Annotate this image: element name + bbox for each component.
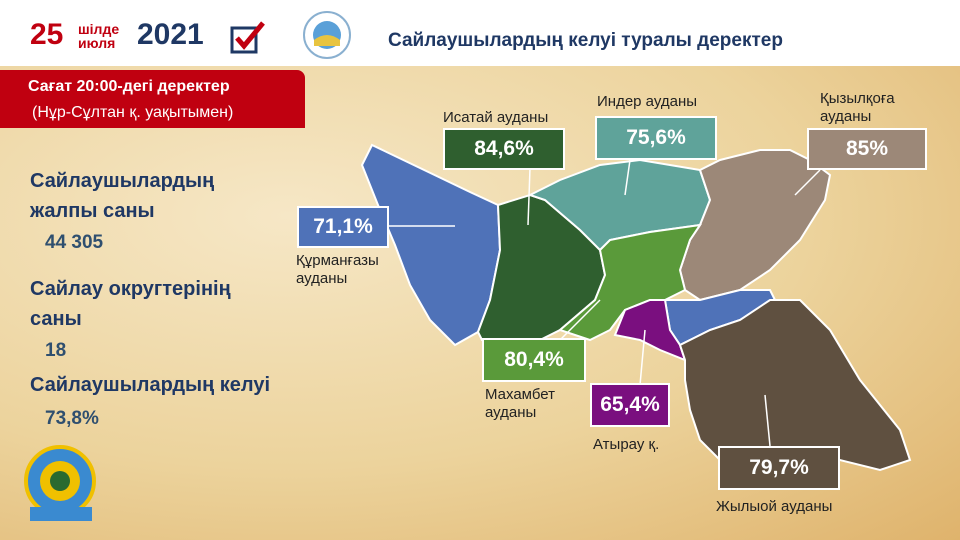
region-name: Махамбет	[485, 386, 555, 403]
region-value: 79,7%	[718, 446, 840, 490]
region-name: Исатай ауданы	[443, 109, 549, 126]
region-name: Құрманғазы	[296, 252, 379, 269]
logo	[24, 445, 96, 521]
region-value: 65,4%	[590, 383, 670, 427]
stat-label: Сайлау округтерінің	[30, 278, 231, 300]
stat-label: Сайлаушылардың келуі	[30, 374, 271, 396]
region-value: 84,6%	[443, 128, 565, 170]
badge-text: (Нұр-Сұлтан қ. уақытымен)	[32, 104, 234, 121]
date-day: 25	[30, 18, 64, 51]
region-value: 80,4%	[482, 338, 586, 382]
region-name: Индер ауданы	[597, 93, 698, 110]
stat-label: жалпы саны	[30, 200, 155, 222]
region-value: 71,1%	[297, 206, 389, 248]
region-name: Жылыой ауданы	[716, 498, 833, 515]
region-shape	[678, 299, 912, 472]
header-bar	[0, 0, 960, 66]
pointers	[388, 159, 821, 447]
stat-value: 18	[45, 340, 67, 361]
region-value: 85%	[807, 128, 927, 170]
date-month: июля	[78, 35, 116, 51]
emblem	[303, 11, 351, 59]
badge-text: Сағат 20:00-дегі деректер	[28, 78, 230, 95]
region-name: ауданы	[820, 108, 872, 125]
date-month: шілде	[78, 21, 120, 37]
region-name: ауданы	[296, 270, 348, 287]
region-value: 75,6%	[595, 116, 717, 160]
region-shape	[678, 149, 832, 302]
region-name: Қызылқоға	[820, 90, 895, 107]
stat-value: 73,8%	[45, 408, 99, 429]
stat-value: 44 305	[45, 232, 104, 253]
stat-label: Сайлаушылардың	[30, 170, 215, 192]
stat-label: саны	[30, 308, 82, 330]
page-title: Сайлаушылардың келуі туралы деректер	[388, 30, 783, 51]
region-name: Атырау қ.	[593, 436, 660, 453]
check-icon	[230, 21, 265, 54]
date-year: 2021	[137, 18, 204, 51]
region-name: ауданы	[485, 404, 537, 421]
time-badge	[0, 70, 305, 128]
